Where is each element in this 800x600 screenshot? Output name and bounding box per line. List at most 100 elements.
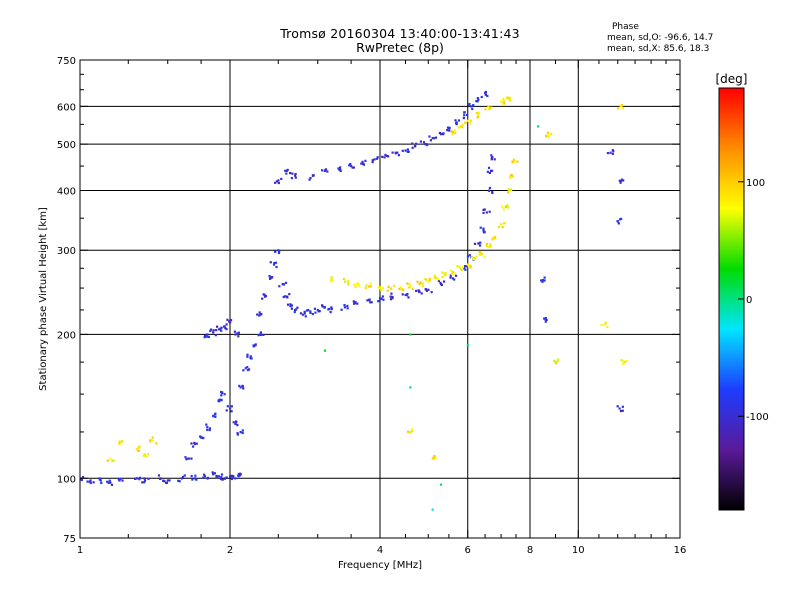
data-point [244, 367, 247, 370]
data-point [453, 278, 456, 281]
data-point [232, 421, 235, 424]
data-point [621, 405, 624, 408]
data-point [330, 308, 333, 311]
data-point [285, 172, 288, 175]
data-point [142, 454, 145, 457]
data-point [236, 432, 239, 435]
data-point [454, 131, 457, 135]
data-point [178, 480, 181, 483]
data-point [469, 266, 472, 269]
data-point [489, 243, 492, 246]
data-point [469, 264, 472, 267]
x-tick-label: 16 [674, 545, 687, 556]
data-point [476, 115, 480, 118]
data-point [439, 281, 442, 285]
data-point [215, 474, 218, 478]
data-point [469, 119, 472, 122]
data-point [371, 160, 374, 164]
data-point [290, 307, 294, 310]
data-point [480, 95, 483, 99]
data-point [166, 479, 169, 482]
data-point [386, 289, 389, 292]
data-point [294, 172, 297, 176]
data-point [479, 241, 482, 244]
data-point [212, 414, 215, 417]
data-point [392, 284, 396, 287]
data-point [260, 312, 263, 316]
data-point [80, 478, 83, 481]
data-point [476, 97, 479, 100]
data-point [454, 119, 457, 122]
data-point [108, 479, 111, 482]
data-point [411, 146, 414, 149]
data-point [219, 327, 222, 330]
data-point [507, 188, 511, 191]
data-point [488, 210, 491, 213]
data-point [502, 208, 505, 211]
data-point [220, 476, 223, 479]
data-point [159, 477, 162, 481]
data-point [600, 323, 603, 327]
data-point [269, 261, 272, 264]
data-point [428, 277, 431, 281]
data-point [391, 151, 394, 154]
data-point [470, 105, 473, 108]
data-point [187, 457, 190, 460]
data-point [239, 474, 242, 477]
data-point [274, 261, 278, 264]
data-point [227, 320, 231, 323]
data-point [556, 359, 559, 362]
data-point [477, 98, 480, 101]
data-point [478, 244, 482, 247]
data-point [149, 438, 152, 442]
data-point [330, 306, 333, 309]
data-point [258, 311, 261, 314]
data-point [289, 303, 292, 306]
data-point [490, 106, 493, 109]
data-point [261, 297, 264, 300]
data-point [238, 472, 242, 475]
colorbar-tick-label: 100 [746, 178, 765, 189]
data-point [256, 313, 259, 316]
data-point [362, 163, 365, 166]
data-point [223, 325, 226, 328]
data-point [464, 265, 467, 268]
data-point [442, 280, 446, 283]
data-point [441, 132, 444, 135]
data-point [356, 282, 359, 285]
data-point [203, 336, 206, 339]
data-point [466, 263, 469, 266]
data-point [619, 217, 623, 221]
data-point [402, 288, 405, 291]
data-point [284, 169, 287, 172]
data-point [544, 320, 547, 323]
data-point [215, 329, 218, 332]
data-point [303, 312, 306, 315]
data-point [617, 222, 620, 225]
data-point [347, 283, 350, 286]
data-point [193, 442, 197, 446]
data-point [353, 302, 356, 305]
data-point [206, 333, 209, 336]
data-point [466, 119, 469, 122]
data-point [416, 280, 419, 283]
data-point [283, 295, 287, 298]
data-point [330, 280, 333, 283]
data-point [506, 206, 510, 209]
data-point [475, 255, 478, 258]
data-point [387, 155, 390, 158]
data-point [249, 355, 252, 358]
data-point [165, 481, 169, 484]
data-point [622, 360, 625, 363]
data-point [288, 293, 291, 296]
data-point [304, 315, 307, 318]
data-point [483, 230, 486, 234]
data-point [254, 343, 257, 346]
data-point [246, 353, 249, 356]
data-point [92, 481, 95, 484]
data-point [185, 458, 188, 461]
data-point [502, 97, 505, 101]
data-point [441, 271, 444, 274]
data-point [387, 285, 390, 288]
colorbar: [deg] 100 0 -100 [716, 72, 769, 511]
